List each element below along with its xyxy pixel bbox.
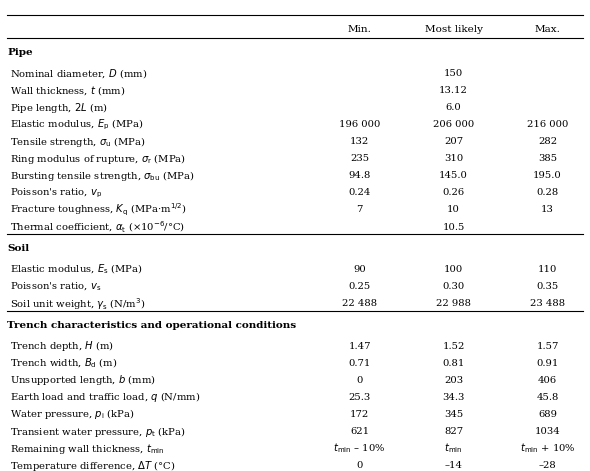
Text: 0.91: 0.91: [536, 359, 559, 368]
Text: 34.3: 34.3: [442, 393, 465, 402]
Text: Earth load and traffic load, $q$ (N/mm): Earth load and traffic load, $q$ (N/mm): [10, 390, 201, 405]
Text: 172: 172: [350, 410, 369, 419]
Text: 7: 7: [356, 205, 363, 214]
Text: 10: 10: [447, 205, 460, 214]
Text: 235: 235: [350, 154, 369, 163]
Text: $t$$_{\mathrm{min}}$ – 10%: $t$$_{\mathrm{min}}$ – 10%: [333, 442, 386, 455]
Text: 0.25: 0.25: [349, 282, 371, 291]
Text: Min.: Min.: [348, 25, 372, 34]
Text: 203: 203: [444, 376, 463, 385]
Text: Elastic modulus, $E$$_{\mathrm{p}}$ (MPa): Elastic modulus, $E$$_{\mathrm{p}}$ (MPa…: [10, 118, 143, 132]
Text: 13.12: 13.12: [439, 86, 468, 95]
Text: Water pressure, $p$$_{\mathrm{i}}$ (kPa): Water pressure, $p$$_{\mathrm{i}}$ (kPa): [10, 407, 135, 422]
Text: Most likely: Most likely: [425, 25, 483, 34]
Text: Tensile strength, $\sigma$$_{\mathrm{u}}$ (MPa): Tensile strength, $\sigma$$_{\mathrm{u}}…: [10, 135, 146, 149]
Text: 22 988: 22 988: [436, 299, 471, 308]
Text: –28: –28: [539, 461, 556, 470]
Text: 207: 207: [444, 138, 463, 146]
Text: Elastic modulus, $E$$_{\mathrm{s}}$ (MPa): Elastic modulus, $E$$_{\mathrm{s}}$ (MPa…: [10, 263, 143, 276]
Text: $t$$_{\mathrm{min}}$ + 10%: $t$$_{\mathrm{min}}$ + 10%: [520, 442, 575, 455]
Text: $t$$_{\mathrm{min}}$: $t$$_{\mathrm{min}}$: [444, 442, 463, 455]
Text: 0.30: 0.30: [442, 282, 465, 291]
Text: 195.0: 195.0: [533, 171, 562, 180]
Text: 10.5: 10.5: [442, 222, 465, 232]
Text: 216 000: 216 000: [527, 120, 568, 129]
Text: 0: 0: [356, 376, 363, 385]
Text: Soil unit weight, $\gamma$$_{\mathrm{s}}$ (N/m$^3$): Soil unit weight, $\gamma$$_{\mathrm{s}}…: [10, 296, 146, 312]
Text: 145.0: 145.0: [439, 171, 468, 180]
Text: 100: 100: [444, 265, 463, 274]
Text: Transient water pressure, $p$$_{\mathrm{t}}$ (kPa): Transient water pressure, $p$$_{\mathrm{…: [10, 424, 186, 439]
Text: Soil: Soil: [7, 244, 30, 253]
Text: 1.57: 1.57: [536, 342, 559, 351]
Text: Fracture toughness, $K$$_{\mathrm{q}}$ (MPa·m$^{1/2}$): Fracture toughness, $K$$_{\mathrm{q}}$ (…: [10, 202, 187, 218]
Text: Poisson's ratio, $v$$_{\mathrm{p}}$: Poisson's ratio, $v$$_{\mathrm{p}}$: [10, 186, 102, 200]
Text: 282: 282: [538, 138, 557, 146]
Text: 385: 385: [538, 154, 557, 163]
Text: Pipe: Pipe: [7, 48, 33, 57]
Text: 310: 310: [444, 154, 463, 163]
Text: 621: 621: [350, 427, 369, 436]
Text: Poisson's ratio, $v$$_{\mathrm{s}}$: Poisson's ratio, $v$$_{\mathrm{s}}$: [10, 280, 101, 293]
Text: Thermal coefficient, $\alpha$$_{\mathrm{t}}$ (×10$^{-6}$/°C): Thermal coefficient, $\alpha$$_{\mathrm{…: [10, 219, 185, 235]
Text: 0.35: 0.35: [536, 282, 559, 291]
Text: Trench width, $B$$_{\mathrm{d}}$ (m): Trench width, $B$$_{\mathrm{d}}$ (m): [10, 357, 117, 370]
Text: Trench depth, $H$ (m): Trench depth, $H$ (m): [10, 339, 114, 353]
Text: 206 000: 206 000: [433, 120, 474, 129]
Text: Ring modulus of rupture, $\sigma$$_{\mathrm{r}}$ (MPa): Ring modulus of rupture, $\sigma$$_{\mat…: [10, 152, 186, 166]
Text: 110: 110: [538, 265, 557, 274]
Text: 132: 132: [350, 138, 369, 146]
Text: 1.52: 1.52: [442, 342, 465, 351]
Text: 25.3: 25.3: [349, 393, 371, 402]
Text: 0.28: 0.28: [536, 188, 559, 197]
Text: Trench characteristics and operational conditions: Trench characteristics and operational c…: [7, 321, 296, 330]
Text: 0: 0: [356, 461, 363, 470]
Text: 689: 689: [538, 410, 557, 419]
Text: 0.24: 0.24: [349, 188, 371, 197]
Text: 827: 827: [444, 427, 463, 436]
Text: Unsupported length, $b$ (mm): Unsupported length, $b$ (mm): [10, 374, 156, 388]
Text: 90: 90: [353, 265, 366, 274]
Text: 1.47: 1.47: [348, 342, 371, 351]
Text: Remaining wall thickness, $t$$_{\mathrm{min}}$: Remaining wall thickness, $t$$_{\mathrm{…: [10, 442, 165, 455]
Text: 0.81: 0.81: [442, 359, 465, 368]
Text: 6.0: 6.0: [445, 103, 461, 112]
Text: Wall thickness, $t$ (mm): Wall thickness, $t$ (mm): [10, 84, 126, 97]
Text: 196 000: 196 000: [339, 120, 381, 129]
Text: Temperature difference, $\Delta T$ (°C): Temperature difference, $\Delta T$ (°C): [10, 459, 175, 471]
Text: 345: 345: [444, 410, 463, 419]
Text: 406: 406: [538, 376, 557, 385]
Text: 150: 150: [444, 69, 463, 78]
Text: 13: 13: [541, 205, 554, 214]
Text: 94.8: 94.8: [349, 171, 371, 180]
Text: Nominal diameter, $D$ (mm): Nominal diameter, $D$ (mm): [10, 67, 148, 80]
Text: 45.8: 45.8: [536, 393, 559, 402]
Text: 0.26: 0.26: [442, 188, 464, 197]
Text: Pipe length, $2L$ (m): Pipe length, $2L$ (m): [10, 101, 108, 115]
Text: 22 488: 22 488: [342, 299, 377, 308]
Text: 23 488: 23 488: [530, 299, 565, 308]
Text: 1034: 1034: [535, 427, 560, 436]
Text: Bursting tensile strength, $\sigma$$_{\mathrm{bu}}$ (MPa): Bursting tensile strength, $\sigma$$_{\m…: [10, 169, 195, 183]
Text: –14: –14: [444, 461, 463, 470]
Text: Max.: Max.: [535, 25, 560, 34]
Text: 0.71: 0.71: [349, 359, 371, 368]
